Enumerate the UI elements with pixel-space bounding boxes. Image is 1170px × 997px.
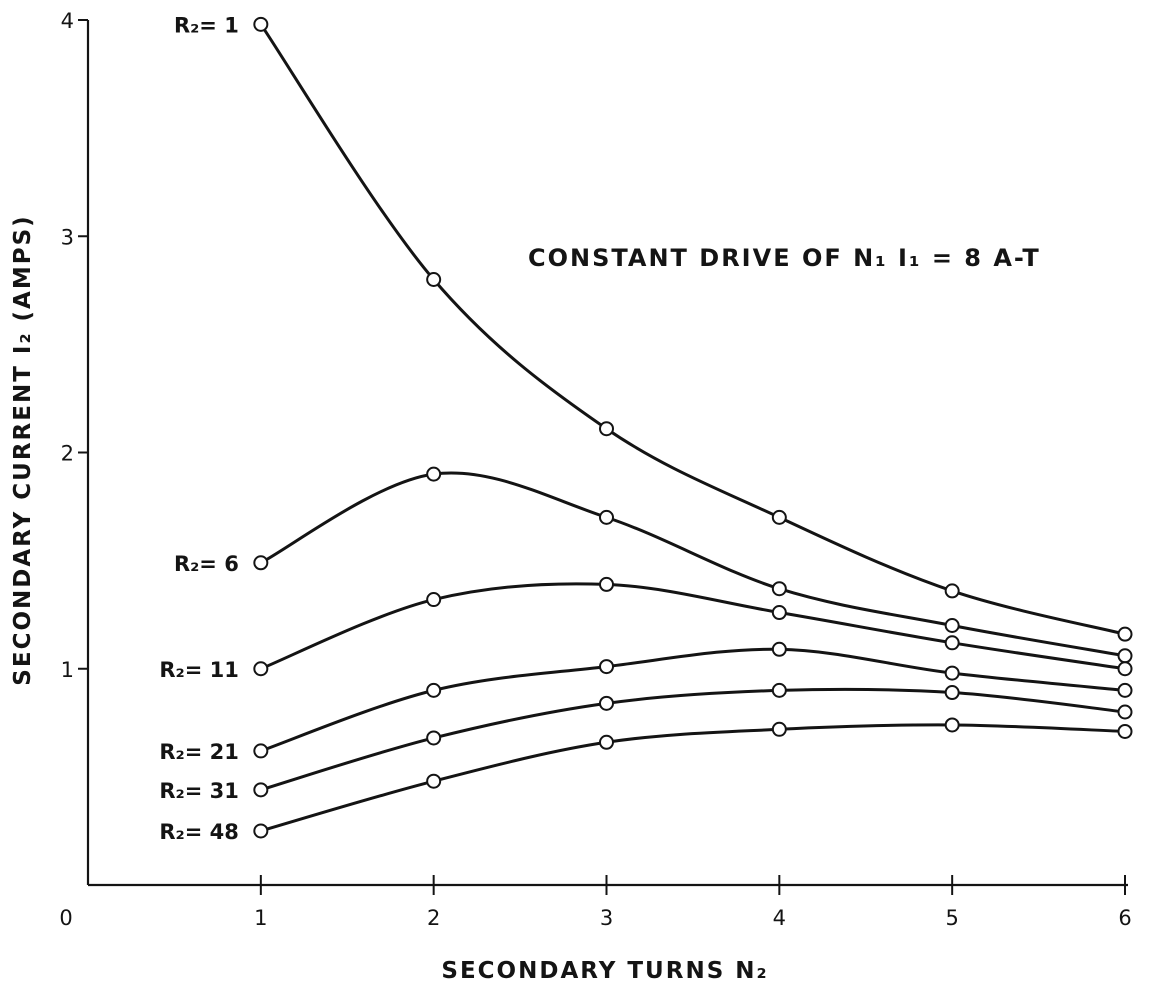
y-tick-label: 2	[61, 442, 74, 466]
data-point	[771, 509, 787, 525]
data-point	[253, 555, 269, 571]
x-tick-label: 0	[59, 906, 72, 930]
data-point	[944, 618, 960, 633]
data-point	[426, 272, 442, 287]
y-tick-label: 3	[61, 225, 74, 249]
x-tick-label: 4	[773, 906, 786, 930]
data-point	[1117, 682, 1133, 698]
series-label: R₂= 31	[159, 779, 239, 803]
data-point	[253, 782, 269, 798]
series-label: R₂= 6	[174, 552, 239, 576]
data-point	[944, 685, 960, 701]
chart-annotation: CONSTANT DRIVE OF N₁ I₁ = 8 A-T	[528, 244, 1041, 272]
data-point	[944, 717, 960, 733]
data-point	[771, 581, 787, 597]
series-line	[260, 687, 1126, 792]
series-curves	[259, 23, 1126, 833]
data-point	[1117, 723, 1133, 739]
data-point	[944, 635, 960, 651]
data-point	[944, 583, 960, 599]
data-point	[599, 734, 614, 750]
data-point	[426, 592, 442, 608]
data-point	[426, 466, 442, 482]
data-point	[253, 16, 269, 32]
data-point	[1117, 661, 1133, 677]
data-point	[426, 730, 442, 746]
data-point	[599, 576, 614, 592]
data-point	[1117, 648, 1133, 664]
series-line	[260, 471, 1126, 658]
series-line	[260, 582, 1126, 671]
data-point	[1117, 704, 1133, 720]
x-tick-label: 1	[254, 906, 267, 930]
data-point	[771, 641, 787, 657]
data-point	[253, 743, 269, 759]
series-line	[259, 23, 1126, 636]
x-tick-label: 5	[945, 906, 958, 930]
series-points	[253, 16, 1133, 839]
data-point	[944, 665, 960, 681]
y-axis-title: SECONDARY CURRENT I₂ (AMPS)	[10, 214, 36, 685]
data-point	[771, 605, 787, 621]
series-label: R₂= 11	[159, 658, 239, 682]
series-line	[260, 647, 1126, 753]
data-point	[599, 421, 614, 437]
data-point	[253, 823, 269, 839]
x-tick-label: 2	[427, 906, 440, 930]
series-label: R₂= 21	[159, 740, 239, 764]
series-label: R₂= 1	[174, 13, 239, 37]
x-axis-title: SECONDARY TURNS N₂	[441, 958, 768, 984]
series-line	[260, 723, 1126, 833]
data-point	[426, 773, 442, 789]
data-point	[599, 695, 614, 711]
series-labels: R₂= 1 R₂= 6 R₂= 11 R₂= 21 R₂= 31 R₂= 48	[159, 13, 239, 844]
y-tick-label: 4	[61, 9, 74, 33]
data-point	[771, 682, 787, 698]
data-point	[426, 682, 442, 698]
x-tick-label: 6	[1118, 906, 1131, 930]
data-point	[599, 659, 614, 675]
x-tick-label: 3	[600, 906, 613, 930]
axis-ticks: 0 1 2 3 4 5 6 1 2 3 4	[59, 9, 1131, 930]
y-tick-label: 1	[61, 658, 74, 682]
data-point	[253, 661, 269, 677]
data-point	[771, 721, 787, 737]
data-point	[1117, 626, 1133, 642]
data-point	[599, 509, 614, 525]
series-label: R₂= 48	[159, 820, 239, 844]
